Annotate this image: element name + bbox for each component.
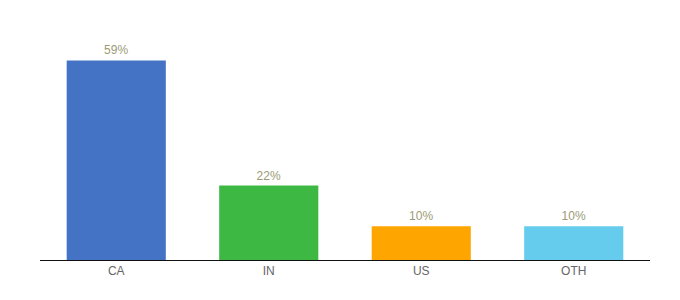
svg-text:10%: 10% [409, 209, 433, 223]
svg-text:CA: CA [108, 264, 125, 278]
svg-text:59%: 59% [104, 43, 128, 57]
svg-text:10%: 10% [562, 209, 586, 223]
svg-text:OTH: OTH [561, 264, 586, 278]
svg-text:22%: 22% [257, 169, 281, 183]
svg-text:IN: IN [263, 264, 275, 278]
svg-text:US: US [413, 264, 430, 278]
